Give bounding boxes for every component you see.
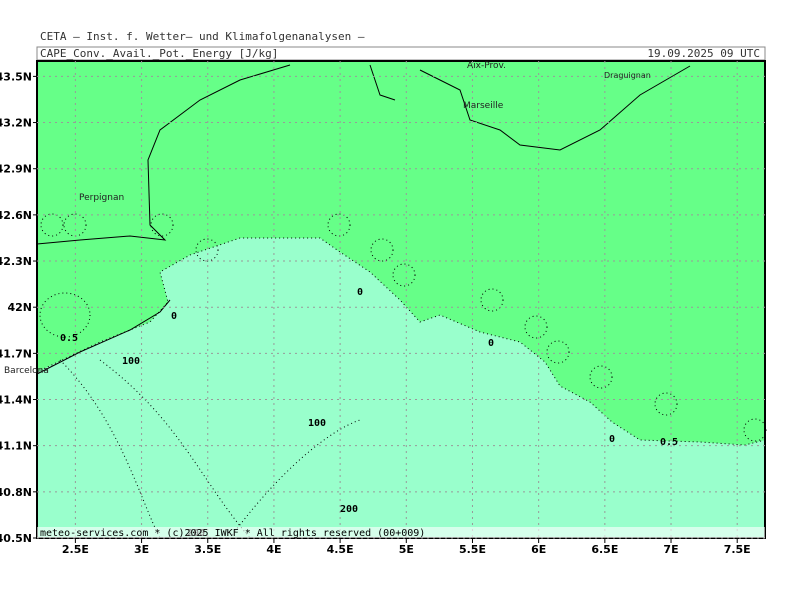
contour-label: 100: [122, 356, 140, 367]
contour-label: 200: [340, 504, 358, 515]
valid-time: 19.09.2025 09 UTC: [647, 47, 760, 60]
y-tick-label: 41.1N: [0, 440, 32, 453]
y-tick-label: 42.3N: [0, 255, 32, 268]
footer-bar: [37, 527, 765, 538]
contour-label: 0.5: [60, 333, 78, 344]
field-name: CAPE_Conv._Avail._Pot._Energy [J/kg]: [40, 47, 278, 60]
y-tick-label: 42.6N: [0, 209, 32, 222]
x-tick-label: 5E: [399, 543, 414, 556]
cape-sea-area: [36, 237, 766, 539]
place-label: Aix-Prov.: [467, 61, 506, 71]
y-tick-label: 43.2N: [0, 117, 32, 130]
contour-label: 100: [308, 418, 326, 429]
y-tick-label: 41.4N: [0, 394, 32, 407]
contour-label: 0: [609, 434, 615, 445]
x-tick-label: 7.5E: [724, 543, 751, 556]
x-tick-label: 6E: [531, 543, 546, 556]
x-tick-label: 2.5E: [62, 543, 89, 556]
x-tick-label: 4.5E: [327, 543, 354, 556]
contour-label: 0: [171, 311, 177, 322]
x-tick-label: 3.5E: [194, 543, 221, 556]
place-label: Perpignan: [79, 193, 124, 203]
coastline: [36, 64, 691, 375]
footer: meteo-services.com * (c)2025 IWKF * All …: [40, 528, 425, 539]
x-tick-label: 6.5E: [591, 543, 618, 556]
place-label: Marseille: [463, 101, 504, 111]
y-tick-label: 42N: [7, 301, 32, 314]
y-tick-label: 40.8N: [0, 486, 32, 499]
header-title: CETA — Inst. f. Wetter— und Klimafolgena…: [40, 30, 365, 43]
place-label: Barcelona: [4, 366, 49, 376]
y-tick-label: 42.9N: [0, 163, 32, 176]
y-tick-label: 40.5N: [0, 532, 32, 545]
y-tick-label: 41.7N: [0, 347, 32, 360]
contours: [39, 213, 767, 539]
contour-label: 0: [357, 287, 363, 298]
contour-label: 0: [488, 338, 494, 349]
x-tick-label: 3E: [134, 543, 149, 556]
x-tick-label: 5.5E: [459, 543, 486, 556]
axes: 2.5E 3E 3.5E 4E 4.5E 5E 5.5E 6E 6.5E 7E 7.5E 43.5N 4…: [0, 61, 765, 556]
x-tick-label: 4E: [266, 543, 281, 556]
y-tick-label: 43.5N: [0, 70, 32, 83]
place-label: Draguignan: [604, 71, 651, 80]
x-tick-label: 7E: [663, 543, 678, 556]
contour-label: 0.5: [660, 437, 678, 448]
